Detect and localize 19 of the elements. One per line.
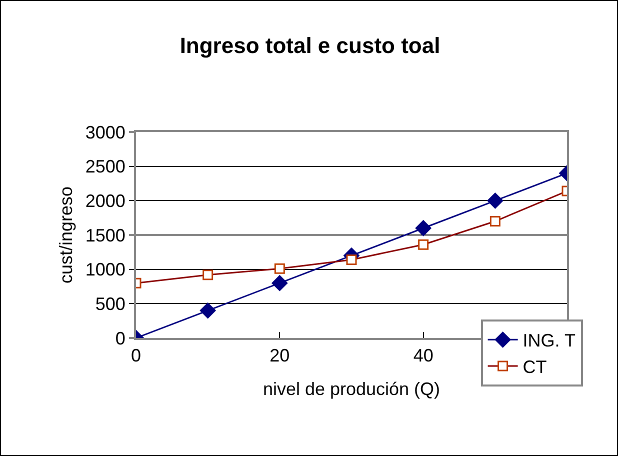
y-tick-label: 2500 <box>85 156 126 177</box>
x-tick-label: 20 <box>270 346 290 366</box>
y-tick-label: 1000 <box>85 260 126 280</box>
y-tick-label: 1500 <box>85 225 126 246</box>
legend-label: ING. T <box>522 330 576 351</box>
point <box>200 302 216 318</box>
legend-label: CT <box>522 357 547 378</box>
chart-title: Ingreso total e custo toal <box>180 32 440 58</box>
x-axis-title: nivel de produción (Q) <box>262 379 440 400</box>
x-tick-label: 40 <box>413 346 434 366</box>
point <box>415 220 432 236</box>
point <box>487 192 504 209</box>
y-tick-label: 3000 <box>85 122 126 142</box>
y-tick-label: 500 <box>95 294 126 314</box>
point <box>272 275 288 291</box>
y-axis-title: cust/ingreso <box>56 186 76 284</box>
y-tick-label: 0 <box>115 328 126 348</box>
y-tick-label: 2000 <box>85 190 126 211</box>
x-tick-label: 0 <box>130 346 142 366</box>
